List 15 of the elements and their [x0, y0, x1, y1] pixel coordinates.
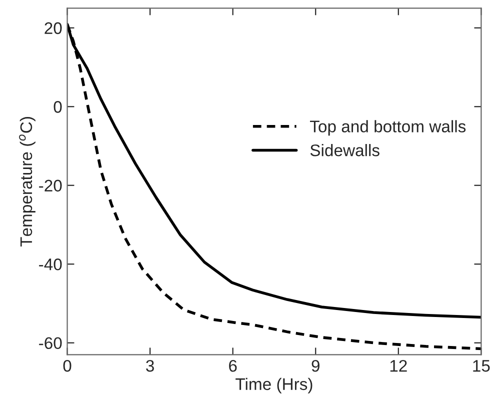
y-tick-label: 20 [44, 22, 62, 34]
x-axis-title: Time (Hrs) [236, 378, 312, 394]
x-tick-label: 15 [473, 360, 490, 372]
x-tick-label: 9 [312, 360, 320, 372]
legend-label: Top and bottom walls [310, 120, 466, 136]
x-tick-label: 12 [390, 360, 407, 372]
y-tick-label: 0 [54, 101, 62, 113]
y-axis-title: Temperature ($^{o}$C) [19, 117, 36, 247]
y-tick-label: -60 [39, 337, 62, 350]
y-tick-label: -40 [39, 258, 62, 270]
x-tick-label: 0 [63, 360, 72, 372]
x-tick-label: 6 [229, 360, 237, 372]
legend-label: Sidewalls [310, 144, 380, 156]
y-tick-label: -20 [39, 180, 62, 192]
x-tick-label: 3 [146, 360, 154, 372]
